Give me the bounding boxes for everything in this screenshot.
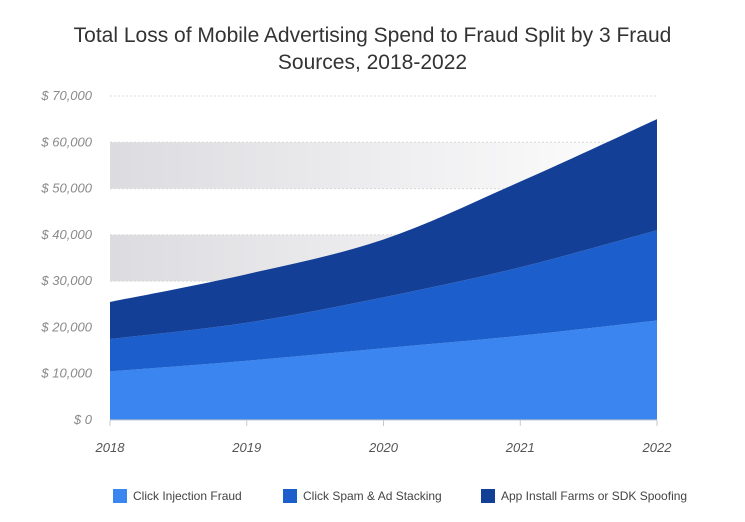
x-tick-label: 2020: [368, 440, 399, 455]
y-tick-label: $ 50,000: [40, 181, 92, 196]
legend-label: Click Injection Fraud: [133, 489, 242, 503]
legend-swatch: [113, 489, 127, 503]
legend: Click Injection Fraud Click Spam & Ad Sta…: [113, 489, 687, 503]
series-areas: [110, 119, 657, 420]
chart-title: Total Loss of Mobile Advertising Spend t…: [0, 22, 745, 76]
y-tick-label: $ 70,000: [40, 88, 92, 103]
legend-label: App Install Farms or SDK Spoofing: [501, 489, 687, 503]
y-tick-label: $ 20,000: [40, 319, 92, 334]
y-tick-label: $ 30,000: [40, 273, 92, 288]
legend-swatch: [481, 489, 495, 503]
legend-swatch: [283, 489, 297, 503]
area-series-3: [110, 119, 657, 340]
y-tick-label: $ 60,000: [40, 134, 92, 149]
x-tick-label: 2019: [231, 440, 261, 455]
y-tick-label: $ 10,000: [40, 366, 92, 381]
chart-title-line-1: Total Loss of Mobile Advertising Spend t…: [73, 24, 672, 47]
y-tick-label: $ 40,000: [40, 227, 92, 242]
legend-label: Click Spam & Ad Stacking: [303, 489, 442, 503]
area-series-2: [110, 230, 657, 372]
area-series-1: [110, 320, 657, 420]
chart-title-line-2: Sources, 2018-2022: [277, 51, 468, 74]
x-tick-label: 2018: [95, 440, 126, 455]
x-tick-label: 2022: [642, 440, 673, 455]
y-axis: $ 0 $ 10,000 $ 20,000 $ 30,000 $ 40,000 $ 50,…: [40, 88, 92, 427]
x-tick-label: 2021: [505, 440, 535, 455]
y-tick-label: $ 0: [73, 412, 93, 427]
x-axis: 2018 2019 2020 2021 2022: [95, 419, 673, 455]
